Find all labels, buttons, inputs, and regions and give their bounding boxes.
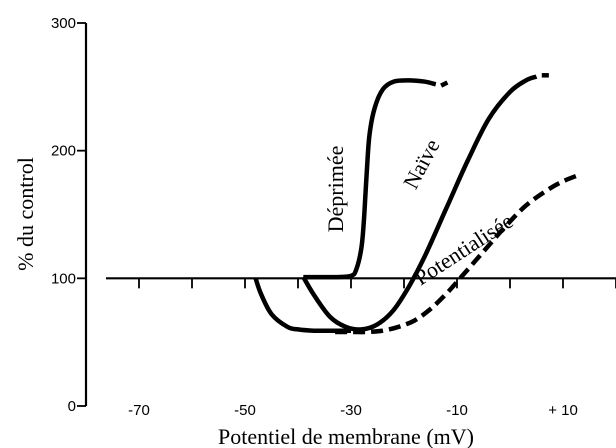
series-deprimee-tail: [440, 78, 453, 88]
y-tick-label: 300: [51, 15, 76, 32]
x-tick-label: -10: [446, 402, 468, 419]
y-tick-label: 0: [68, 398, 76, 415]
label-naive: Naïve: [398, 135, 445, 193]
x-axis-title: Potentiel de membrane (mV): [218, 424, 474, 448]
series-deprimee-line-rise: [303, 78, 437, 280]
series-potentialisee-line: [335, 172, 580, 335]
series-layer: [253, 73, 580, 335]
y-axis-title: % du control: [13, 157, 38, 271]
label-deprimee: Déprimée: [323, 146, 348, 233]
y-tick-label: 200: [51, 143, 76, 160]
x-tick-label: -50: [234, 402, 256, 419]
x-tick-label: + 10: [548, 402, 578, 419]
x-tick-label: -70: [128, 402, 150, 419]
y-tick-label: 100: [51, 270, 76, 287]
series-naive-line: [301, 74, 538, 332]
x-tick-label: -30: [340, 402, 362, 419]
series-deprimee-line: [253, 277, 351, 334]
